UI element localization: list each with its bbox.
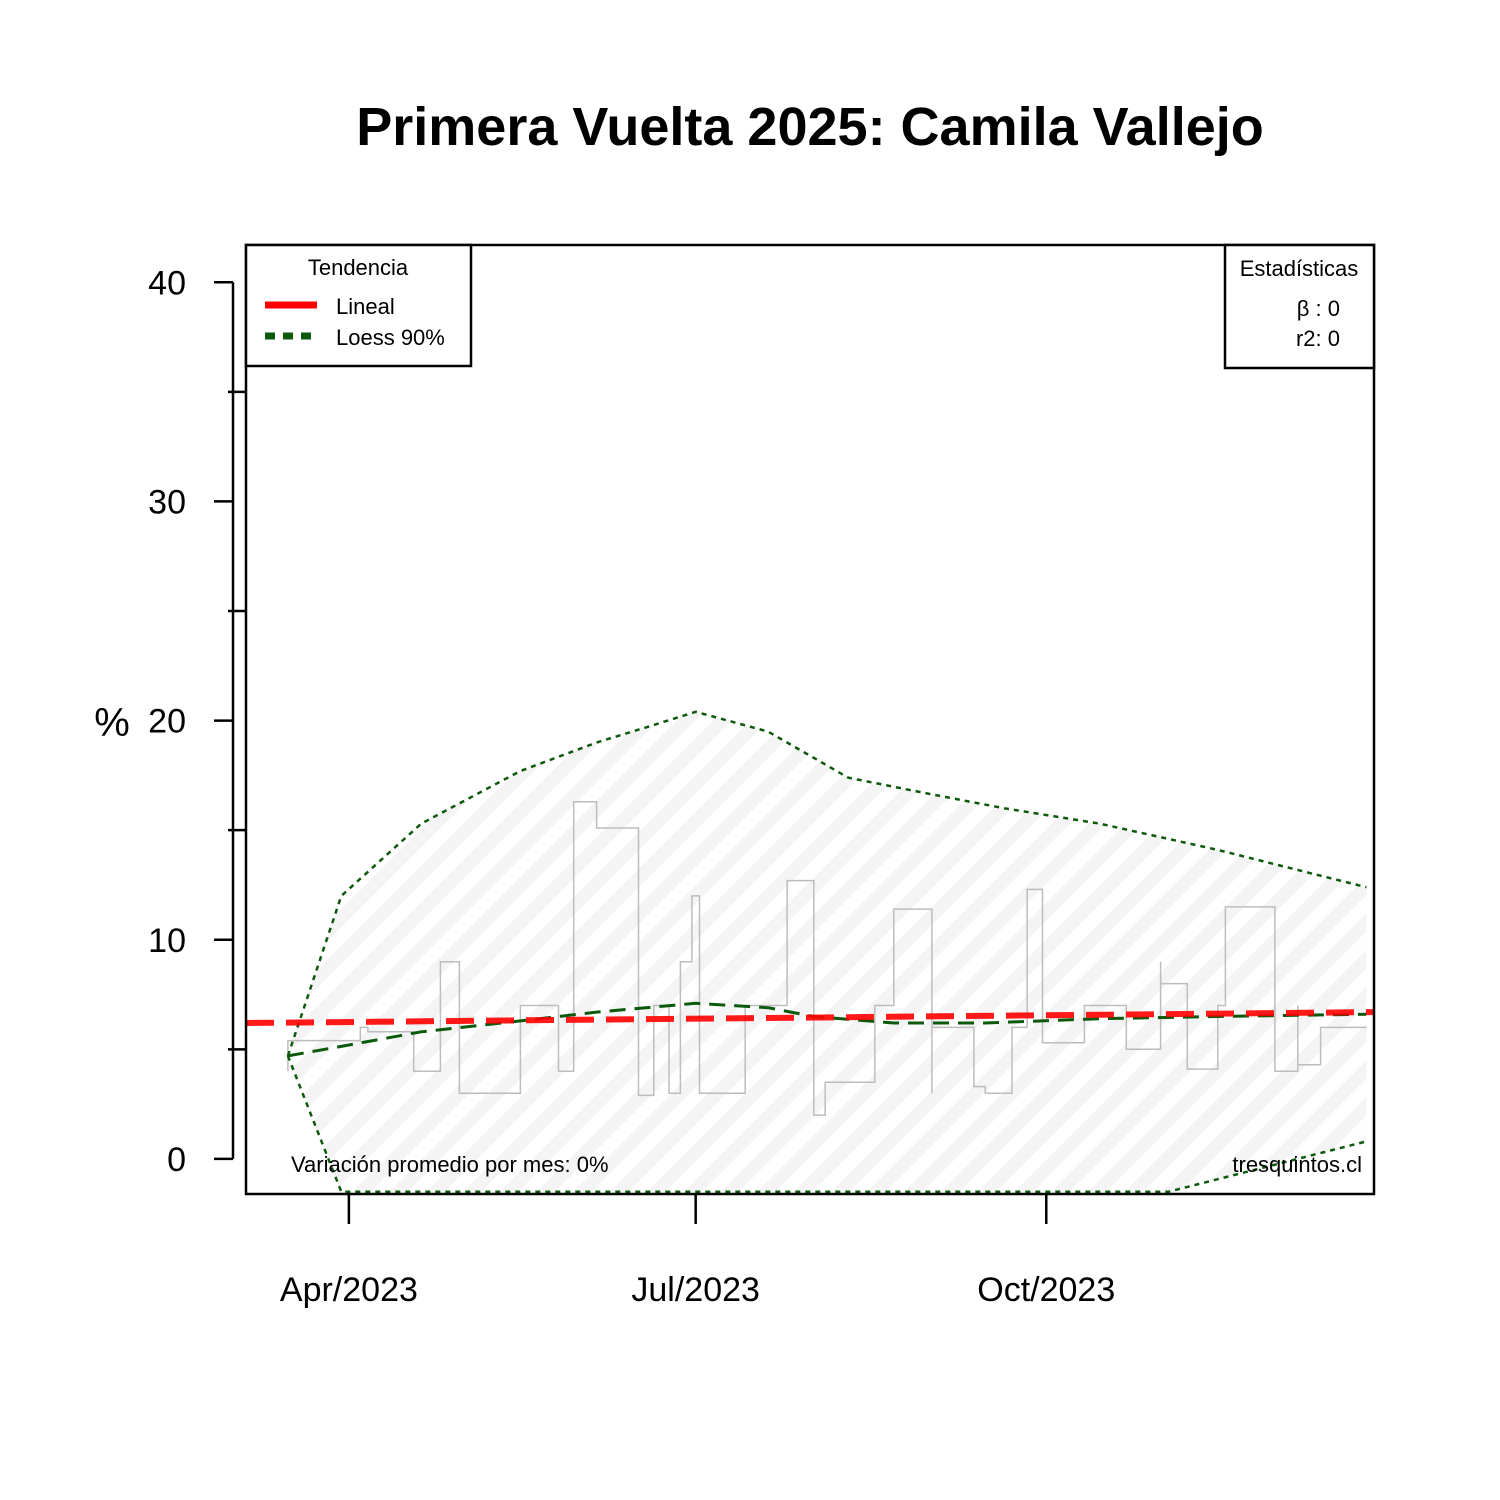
plot-area [246, 710, 1374, 1194]
confidence-band-upper [286, 710, 1367, 1057]
stats-r2: r2: 0 [1296, 326, 1340, 351]
poll-step-line [287, 800, 1367, 1116]
stats-beta: β : 0 [1297, 296, 1340, 321]
y-tick-label: 40 [148, 264, 186, 302]
y-tick-label: 20 [148, 703, 186, 741]
legend: Tendencia Lineal Loess 90% [244, 243, 473, 368]
x-axis: Apr/2023 Jul/2023 Oct/2023 [280, 1194, 1115, 1309]
legend-title: Tendencia [308, 255, 409, 280]
x-tick-label: Jul/2023 [631, 1271, 760, 1309]
y-axis: 0 10 20 30 40 [148, 264, 246, 1179]
x-tick-label: Apr/2023 [280, 1271, 418, 1309]
source-annotation: tresquintos.cl [1232, 1152, 1362, 1177]
legend-label-lineal: Lineal [336, 294, 395, 319]
loess-trend-line [287, 1001, 1367, 1058]
plot-frame [244, 243, 1376, 1196]
y-tick-label: 0 [167, 1141, 186, 1179]
y-tick-label: 30 [148, 483, 186, 521]
stats-box: Estadísticas β : 0 r2: 0 [1223, 243, 1376, 370]
stats-title: Estadísticas [1240, 256, 1359, 281]
legend-label-loess: Loess 90% [336, 325, 445, 350]
confidence-band-lower [286, 1055, 1367, 1194]
y-tick-label: 10 [148, 922, 186, 960]
x-tick-label: Oct/2023 [977, 1271, 1115, 1309]
variation-annotation: Variación promedio por mes: 0% [291, 1152, 609, 1177]
y-axis-label: % [94, 701, 130, 745]
chart-title: Primera Vuelta 2025: Camila Vallejo [356, 97, 1263, 157]
confidence-band-fill [287, 711, 1367, 1192]
linear-trend-line [246, 1009, 1374, 1026]
stats-box-frame [1223, 243, 1376, 370]
